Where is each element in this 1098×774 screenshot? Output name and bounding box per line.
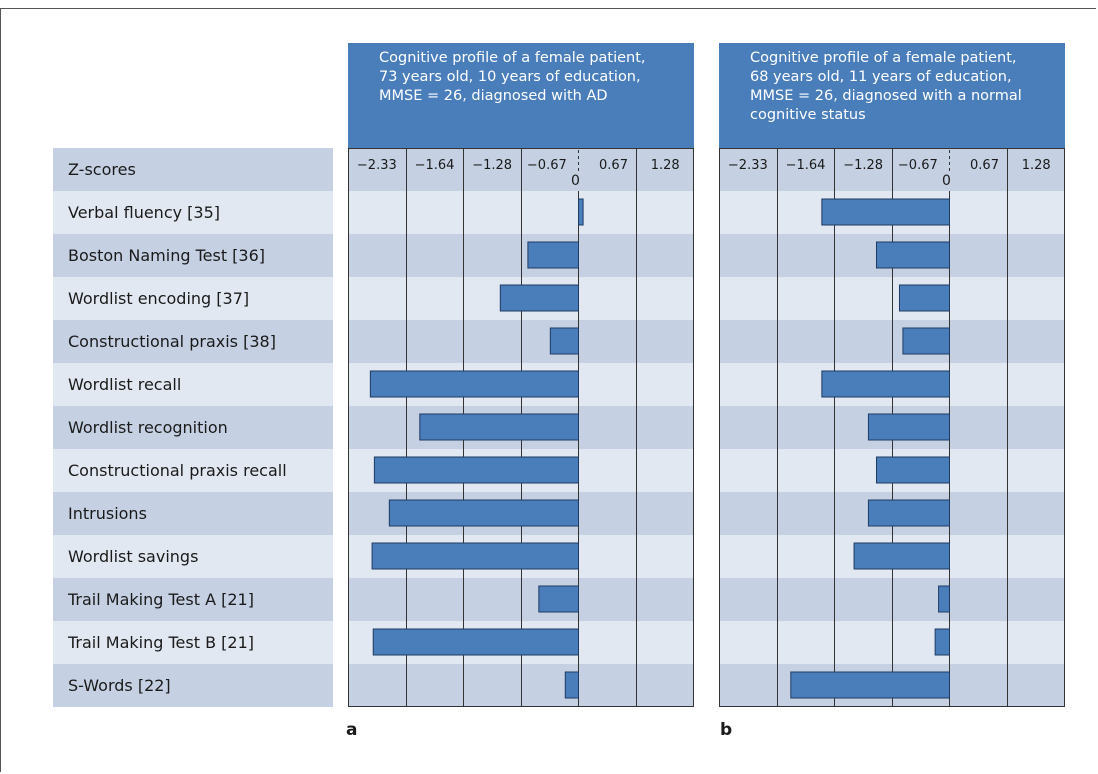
bar xyxy=(934,628,950,656)
panel-a: Cognitive profile of a female patient, 7… xyxy=(348,43,694,707)
row-labels: Z-scores Verbal fluency [35] Boston Naming… xyxy=(53,148,333,707)
bar xyxy=(898,284,951,312)
bar xyxy=(369,370,579,398)
row-label: Wordlist recall xyxy=(53,363,333,406)
panel-b-header-line: 68 years old, 11 years of education, xyxy=(750,69,1012,85)
row-label: Trail Making Test A [21] xyxy=(53,578,333,621)
tick-label: 1.28 xyxy=(651,158,680,173)
row-label: Wordlist recognition xyxy=(53,406,333,449)
bar xyxy=(578,198,584,226)
bar xyxy=(853,542,950,570)
bar xyxy=(875,456,951,484)
bar xyxy=(373,456,579,484)
tick-label: 0.67 xyxy=(970,158,999,173)
figure-frame xyxy=(0,8,1096,772)
tick-label: −1.64 xyxy=(786,158,826,173)
panel-a-header-line: MMSE = 26, diagnosed with AD xyxy=(379,88,608,104)
panel-b-header-line: MMSE = 26, diagnosed with a normal xyxy=(750,88,1022,104)
tick-label: −2.33 xyxy=(357,158,397,173)
panel-b-letter: b xyxy=(720,720,733,740)
bar xyxy=(549,327,579,355)
bar xyxy=(372,628,579,656)
panel-a-header-line: Cognitive profile of a female patient, xyxy=(379,50,646,66)
panel-b-header: Cognitive profile of a female patient, 6… xyxy=(719,43,1065,148)
row-label: S-Words [22] xyxy=(53,664,333,707)
tick-label: −1.64 xyxy=(415,158,455,173)
bar xyxy=(538,585,579,613)
zero-tick-label: 0 xyxy=(571,173,580,189)
panel-a-header: Cognitive profile of a female patient, 7… xyxy=(348,43,694,148)
bar xyxy=(527,241,579,269)
panel-b: Cognitive profile of a female patient, 6… xyxy=(719,43,1065,707)
row-label: Trail Making Test B [21] xyxy=(53,621,333,664)
panel-b-header-line: cognitive status xyxy=(750,107,866,123)
bar xyxy=(867,499,950,527)
tick-label: −1.28 xyxy=(472,158,512,173)
bar xyxy=(790,671,950,699)
bar xyxy=(821,370,950,398)
tick-label: 1.28 xyxy=(1022,158,1051,173)
row-label: Wordlist encoding [37] xyxy=(53,277,333,320)
tick-label: −2.33 xyxy=(728,158,768,173)
row-label: Wordlist savings xyxy=(53,535,333,578)
panel-b-chart: −2.33 −1.64 −1.28 −0.67 0.67 1.28 0 xyxy=(719,148,1065,707)
tick-label: −0.67 xyxy=(527,158,567,173)
panel-a-letter: a xyxy=(346,720,358,740)
row-label: Constructional praxis recall xyxy=(53,449,333,492)
tick-label: −0.67 xyxy=(898,158,938,173)
z-scores-header-label: Z-scores xyxy=(53,148,333,191)
tick-label: 0.67 xyxy=(599,158,628,173)
row-label: Boston Naming Test [36] xyxy=(53,234,333,277)
panel-a-header-line: 73 years old, 10 years of education, xyxy=(379,69,641,85)
row-label: Intrusions xyxy=(53,492,333,535)
bar xyxy=(821,198,950,226)
bar xyxy=(499,284,579,312)
panel-a-chart: −2.33 −1.64 −1.28 −0.67 0.67 1.28 0 xyxy=(348,148,694,707)
bar xyxy=(371,542,580,570)
panel-b-header-line: Cognitive profile of a female patient, xyxy=(750,50,1017,66)
tick-label: −1.28 xyxy=(843,158,883,173)
bar xyxy=(875,241,951,269)
row-label: Constructional praxis [38] xyxy=(53,320,333,363)
bar xyxy=(419,413,579,441)
bar xyxy=(867,413,950,441)
bar xyxy=(388,499,580,527)
bar xyxy=(564,671,579,699)
row-label: Verbal fluency [35] xyxy=(53,191,333,234)
bar xyxy=(902,327,951,355)
zero-tick-label: 0 xyxy=(942,173,951,189)
bar xyxy=(938,585,950,613)
